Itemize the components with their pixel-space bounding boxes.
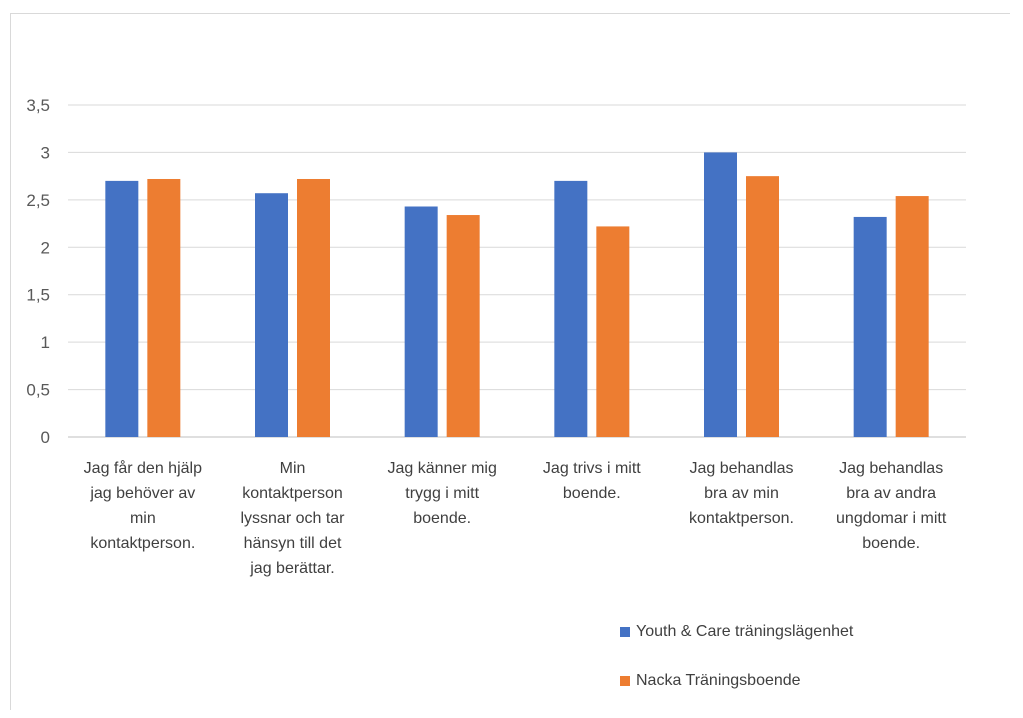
- y-axis: 0 0,5 1 1,5 2 2,5 3 3,5: [26, 96, 50, 447]
- x-category-label: Jag behandlas bra av andra ungdomar i mitt…: [836, 460, 947, 552]
- y-tick-label: 3: [41, 143, 50, 162]
- y-tick-label: 1,5: [26, 286, 50, 305]
- bar-series-1-cat-3: [404, 206, 438, 437]
- x-category-label: Jag känner mig trygg i mitt boende.: [387, 460, 496, 527]
- legend-item-series-1: Youth & Care träningslägenhet: [620, 620, 853, 644]
- legend: Youth & Care träningslägenhet Nacka Trän…: [620, 620, 853, 718]
- y-tick-label: 1: [41, 333, 50, 352]
- bar-series-1-cat-4: [554, 180, 588, 437]
- y-tick-label: 0,5: [26, 381, 50, 400]
- legend-label-series-1: Youth & Care träningslägenhet: [636, 623, 854, 640]
- bar-series-2-cat-2: [297, 178, 330, 437]
- x-category-label: Jag får den hjälp jag behöver av min kontak…: [84, 459, 202, 552]
- legend-item-series-2: Nacka Träningsboende: [620, 669, 853, 693]
- legend-swatch-series-1: [620, 627, 630, 637]
- bars: [105, 152, 929, 437]
- bar-series-1-cat-1: [105, 180, 139, 437]
- legend-label-series-2: Nacka Träningsboende: [636, 672, 801, 689]
- gridlines: [68, 104, 966, 438]
- bar-series-1-cat-6: [853, 216, 887, 437]
- bar-series-2-cat-1: [147, 178, 181, 437]
- x-axis: Jag får den hjälp jag behöver av min kontak…: [84, 459, 947, 577]
- bar-series-1-cat-5: [704, 152, 737, 437]
- y-tick-label: 0: [41, 428, 50, 447]
- x-category-label: Jag behandlas bra av min kontaktperson.: [689, 460, 794, 527]
- legend-swatch-series-2: [620, 676, 630, 686]
- x-category-label: Jag trivs i mitt boende.: [543, 460, 641, 502]
- x-category-label: Min kontaktperson lyssnar och tar hänsyn ti…: [240, 460, 345, 577]
- bar-series-1-cat-2: [255, 193, 288, 437]
- bar-series-2-cat-6: [895, 196, 929, 437]
- bar-series-2-cat-4: [596, 226, 630, 437]
- bar-series-2-cat-3: [446, 215, 480, 437]
- chart-frame: [10, 13, 1010, 710]
- y-tick-label: 2: [41, 238, 50, 257]
- y-tick-label: 3,5: [26, 96, 50, 115]
- y-tick-label: 2,5: [26, 191, 50, 210]
- bar-series-2-cat-5: [746, 176, 779, 437]
